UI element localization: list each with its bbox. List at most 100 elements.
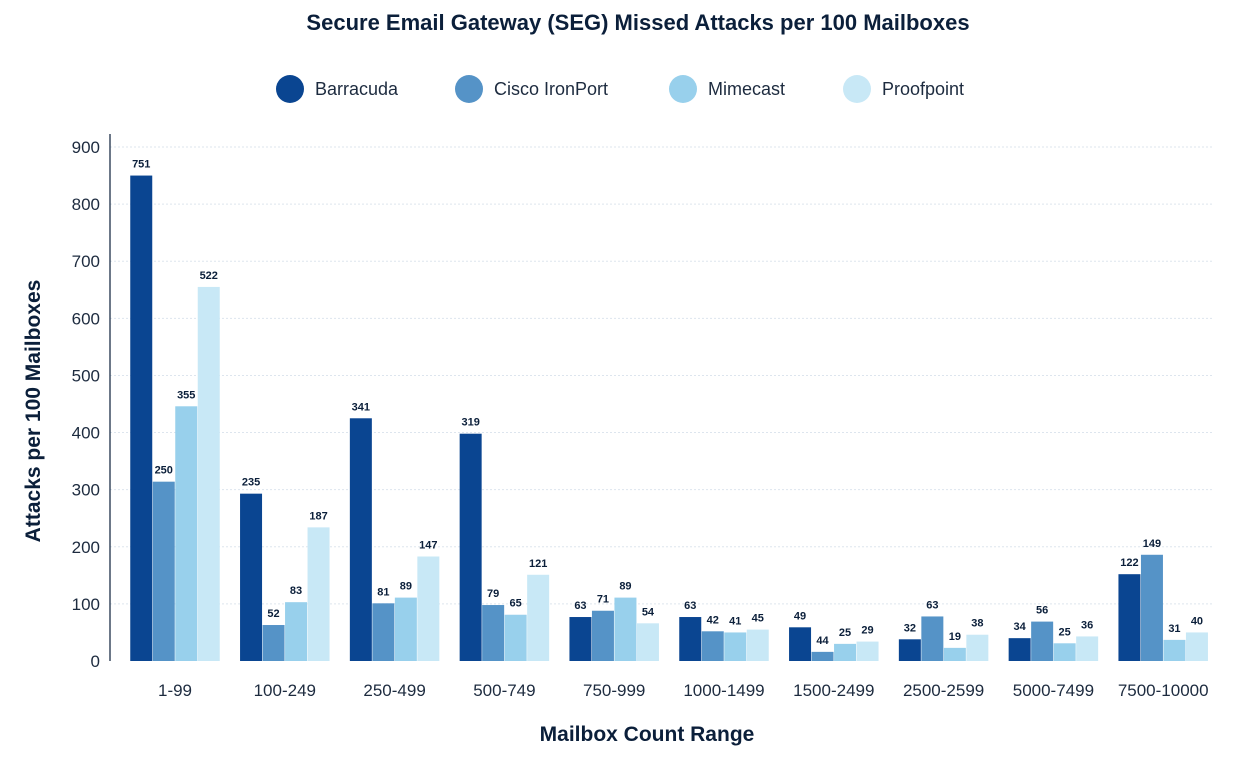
data-label-barracuda-250-499: 341 (352, 401, 370, 413)
bar-mimecast-100-249 (285, 602, 308, 661)
data-label-proofpoint-1-99: 522 (200, 270, 218, 282)
bar-cisco-ironport-1-99 (152, 481, 175, 661)
bar-barracuda-250-499 (349, 418, 372, 661)
bar-barracuda-1500-2499 (789, 627, 812, 661)
legend-swatch-barracuda (276, 75, 304, 103)
data-label-mimecast-100-249: 83 (290, 585, 302, 597)
data-label-cisco-ironport-5000-7499: 56 (1036, 605, 1048, 617)
x-tick-label-250-499: 250-499 (363, 681, 425, 700)
bar-barracuda-2500-2599 (898, 639, 921, 661)
legend: Barracuda Cisco IronPort Mimecast Proofpoin… (276, 75, 964, 103)
data-label-proofpoint-7500-10000: 40 (1191, 615, 1203, 627)
bar-proofpoint-100-249 (307, 527, 330, 661)
data-labels: 751 250 355 522 235 52 83 187 341 81 89 147 319 79 65 1… (132, 159, 1203, 647)
data-label-barracuda-1000-1499: 63 (684, 600, 696, 612)
data-label-proofpoint-750-999: 54 (642, 606, 655, 618)
x-tick-label-1-99: 1-99 (158, 681, 192, 700)
data-label-mimecast-1-99: 355 (177, 389, 195, 401)
data-label-cisco-ironport-1500-2499: 44 (816, 635, 829, 647)
data-label-barracuda-1500-2499: 49 (794, 610, 806, 622)
bar-mimecast-7500-10000 (1163, 639, 1186, 661)
legend-label-proofpoint: Proofpoint (882, 79, 964, 99)
y-axis-ticks: 0 100 200 300 400 500 600 700 800 900 (72, 138, 100, 671)
data-label-cisco-ironport-250-499: 81 (377, 586, 389, 598)
data-label-proofpoint-5000-7499: 36 (1081, 619, 1093, 631)
bar-proofpoint-2500-2599 (966, 634, 989, 661)
x-tick-label-1000-1499: 1000-1499 (683, 681, 764, 700)
bars (130, 175, 1208, 662)
data-label-cisco-ironport-100-249: 52 (267, 608, 279, 620)
bar-cisco-ironport-7500-10000 (1140, 554, 1163, 661)
bar-cisco-ironport-5000-7499 (1031, 621, 1054, 661)
bar-cisco-ironport-1000-1499 (701, 631, 724, 661)
bar-barracuda-1-99 (130, 175, 153, 662)
y-tick-label-100: 100 (72, 595, 100, 614)
bar-cisco-ironport-2500-2599 (921, 616, 944, 661)
bar-barracuda-7500-10000 (1118, 574, 1141, 661)
y-tick-label-300: 300 (72, 481, 100, 500)
bar-cisco-ironport-1500-2499 (811, 651, 834, 661)
bar-mimecast-1500-2499 (834, 643, 857, 661)
y-tick-label-800: 800 (72, 195, 100, 214)
data-label-mimecast-5000-7499: 25 (1059, 626, 1071, 638)
bar-proofpoint-1500-2499 (856, 641, 879, 661)
data-label-proofpoint-1500-2499: 29 (861, 625, 873, 637)
bar-proofpoint-500-749 (527, 574, 550, 661)
data-label-cisco-ironport-1000-1499: 42 (707, 614, 719, 626)
bar-proofpoint-1000-1499 (746, 629, 769, 661)
data-label-barracuda-500-749: 319 (461, 417, 479, 429)
data-label-barracuda-7500-10000: 122 (1120, 557, 1138, 569)
data-label-proofpoint-100-249: 187 (309, 510, 327, 522)
gridlines (110, 146, 1212, 605)
legend-swatch-cisco-ironport (455, 75, 483, 103)
x-tick-label-750-999: 750-999 (583, 681, 645, 700)
bar-mimecast-5000-7499 (1053, 643, 1076, 661)
legend-label-barracuda: Barracuda (315, 79, 399, 99)
x-tick-label-500-749: 500-749 (473, 681, 535, 700)
bar-mimecast-2500-2599 (943, 647, 966, 661)
legend-label-cisco-ironport: Cisco IronPort (494, 79, 608, 99)
chart-title: Secure Email Gateway (SEG) Missed Attack… (306, 10, 969, 35)
data-label-proofpoint-500-749: 121 (529, 558, 547, 570)
legend-item-mimecast: Mimecast (669, 75, 785, 103)
bar-mimecast-250-499 (394, 597, 417, 661)
data-label-mimecast-1500-2499: 25 (839, 627, 851, 639)
data-label-cisco-ironport-7500-10000: 149 (1143, 538, 1161, 550)
y-tick-label-700: 700 (72, 252, 100, 271)
y-tick-label-600: 600 (72, 309, 100, 328)
legend-swatch-mimecast (669, 75, 697, 103)
legend-item-proofpoint: Proofpoint (843, 75, 964, 103)
bar-mimecast-500-749 (504, 614, 527, 661)
bar-barracuda-750-999 (569, 617, 592, 661)
x-tick-label-2500-2599: 2500-2599 (903, 681, 984, 700)
bar-proofpoint-5000-7499 (1076, 636, 1099, 661)
data-label-barracuda-750-999: 63 (574, 600, 586, 612)
bar-mimecast-1000-1499 (724, 632, 747, 661)
data-label-cisco-ironport-2500-2599: 63 (926, 599, 938, 611)
data-label-mimecast-7500-10000: 31 (1168, 623, 1180, 635)
x-tick-label-5000-7499: 5000-7499 (1013, 681, 1094, 700)
data-label-barracuda-2500-2599: 32 (904, 622, 916, 634)
bar-cisco-ironport-250-499 (372, 603, 395, 661)
legend-item-barracuda: Barracuda (276, 75, 399, 103)
y-axis-title: Attacks per 100 Mailboxes (22, 280, 45, 543)
bar-cisco-ironport-500-749 (482, 605, 505, 661)
data-label-barracuda-1-99: 751 (132, 159, 150, 171)
data-label-cisco-ironport-1-99: 250 (155, 465, 173, 477)
bar-mimecast-750-999 (614, 597, 637, 661)
bar-barracuda-5000-7499 (1008, 638, 1031, 661)
legend-swatch-proofpoint (843, 75, 871, 103)
y-tick-label-900: 900 (72, 138, 100, 157)
data-label-proofpoint-2500-2599: 38 (971, 618, 983, 630)
y-tick-label-200: 200 (72, 538, 100, 557)
data-label-barracuda-5000-7499: 34 (1014, 621, 1027, 633)
bar-cisco-ironport-100-249 (262, 625, 285, 661)
y-tick-label-500: 500 (72, 366, 100, 385)
data-label-cisco-ironport-500-749: 79 (487, 588, 499, 600)
data-label-mimecast-1000-1499: 41 (729, 615, 741, 627)
bar-mimecast-1-99 (175, 406, 198, 661)
x-tick-label-100-249: 100-249 (254, 681, 316, 700)
data-label-mimecast-500-749: 65 (510, 598, 522, 610)
